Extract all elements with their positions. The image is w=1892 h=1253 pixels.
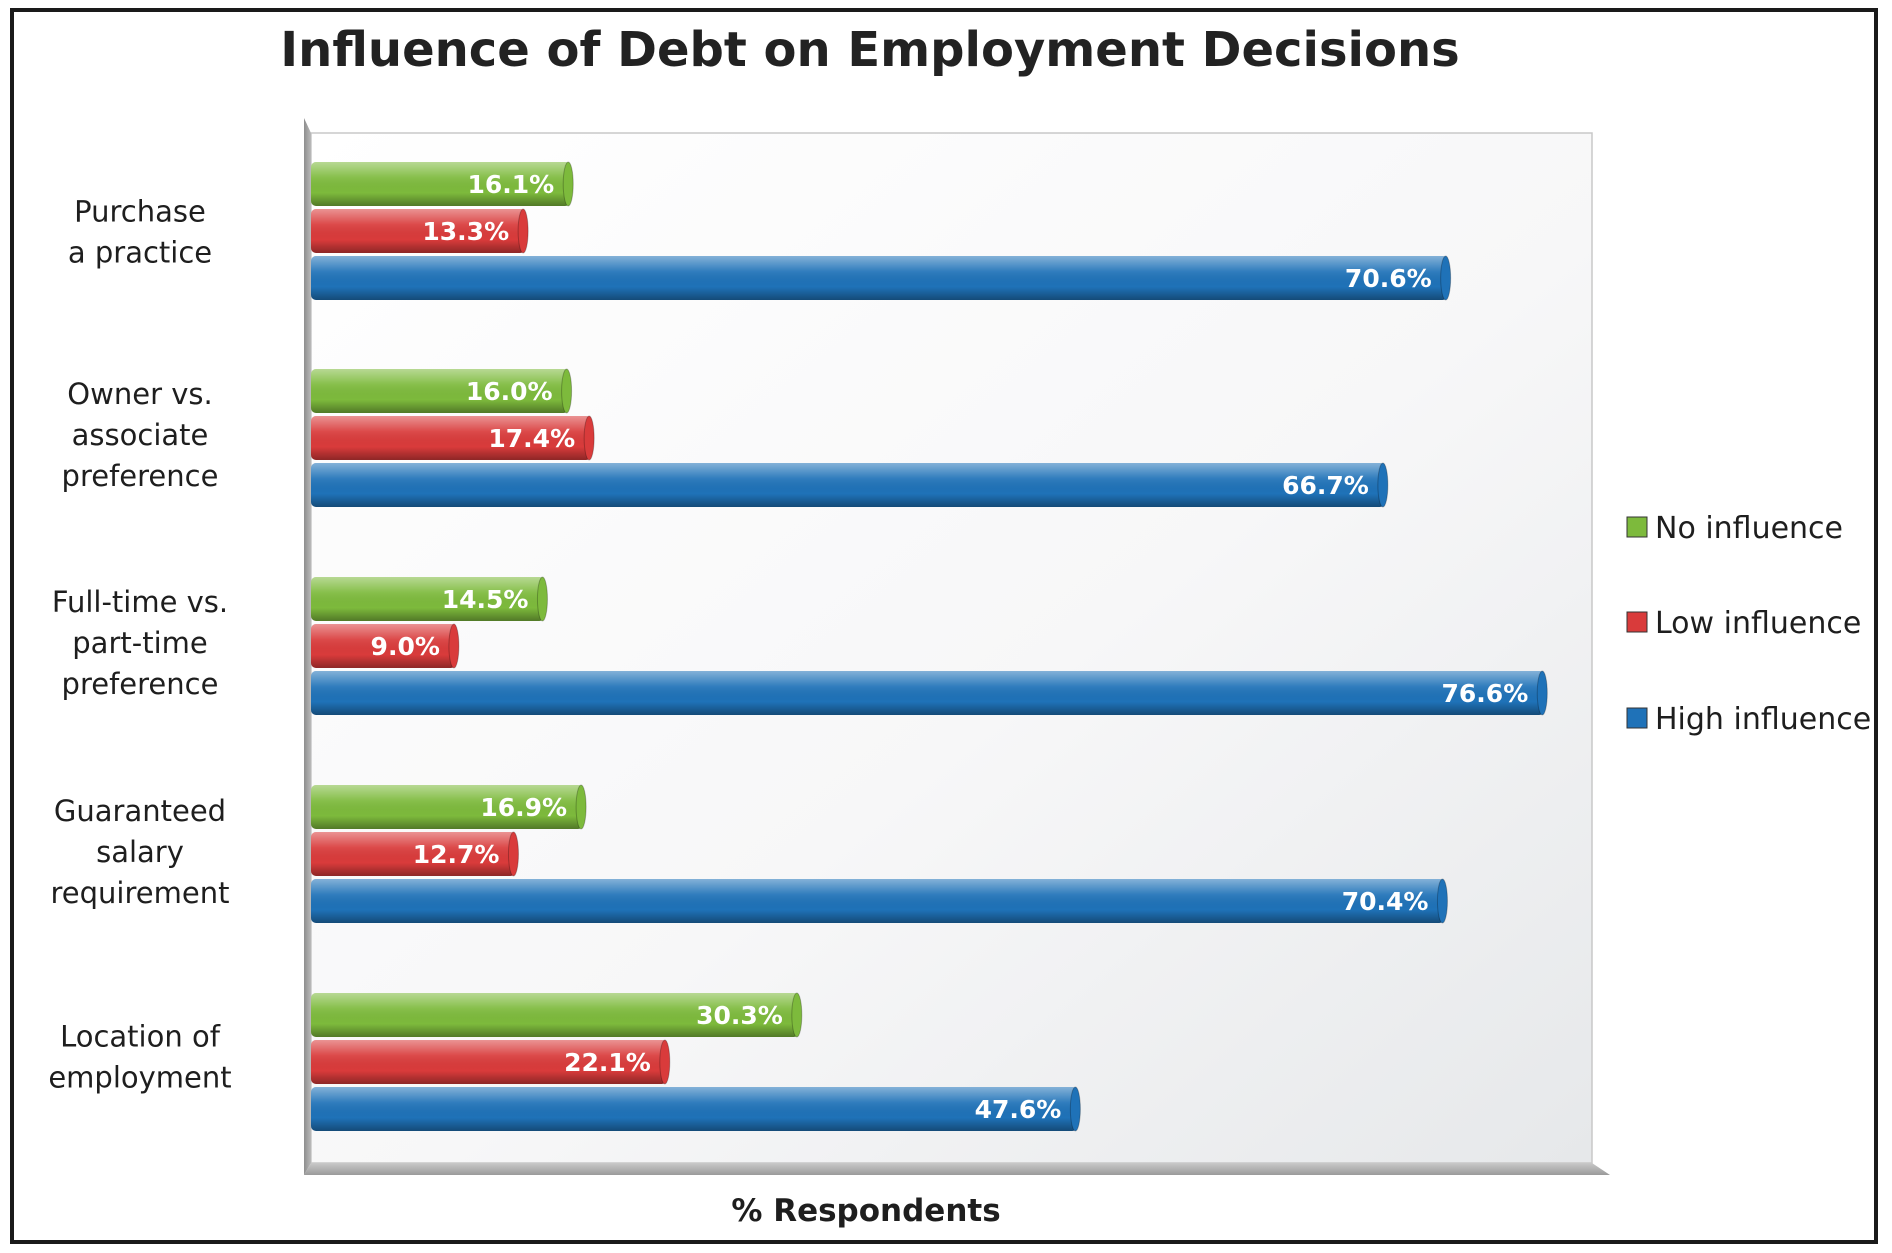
- legend-swatch: [1626, 611, 1648, 633]
- bar-group: 16.1%: [311, 161, 574, 207]
- category-label: preference: [62, 459, 219, 493]
- bar-shine: [311, 879, 1445, 923]
- legend-swatch: [1626, 707, 1648, 729]
- data-label: 70.6%: [1345, 264, 1432, 293]
- category-labels: Purchase a practice Owner vs. associate pref…: [48, 195, 231, 1095]
- x-axis-label: % Respondents: [731, 1193, 1000, 1229]
- bar-group: 13.3%: [311, 208, 529, 254]
- bar-group: 16.9%: [311, 784, 587, 830]
- legend: No influence Low influence High influence: [1626, 511, 1871, 737]
- bar-cap: [583, 415, 595, 461]
- data-label: 14.5%: [442, 585, 529, 614]
- bar-group: 22.1%: [311, 1039, 671, 1085]
- bar-cap: [1377, 462, 1389, 508]
- bar-group: 14.5%: [311, 576, 548, 622]
- bar-cap: [1436, 878, 1448, 924]
- data-label: 70.4%: [1342, 887, 1429, 916]
- bar-cap: [507, 831, 519, 877]
- bar-cap: [448, 623, 460, 669]
- bar-shine: [311, 577, 545, 621]
- data-label: 9.0%: [371, 632, 440, 661]
- bar-shine: [311, 1087, 1078, 1131]
- legend-item: Low influence: [1626, 606, 1861, 641]
- chart-title: Influence of Debt on Employment Decision…: [280, 22, 1460, 78]
- bar-shine: [311, 416, 592, 460]
- bar-cap: [536, 576, 548, 622]
- legend-swatch: [1626, 516, 1648, 538]
- category-label: Full-time vs.: [52, 585, 228, 619]
- bar-group: 30.3%: [311, 992, 803, 1038]
- bar-shine: [311, 832, 516, 876]
- category-label: Guaranteed: [54, 794, 226, 828]
- floor: [304, 1163, 1610, 1175]
- bar-cap: [1069, 1086, 1081, 1132]
- bar-cap: [561, 368, 573, 414]
- bar-cap: [575, 784, 587, 830]
- category-label: associate: [72, 418, 209, 452]
- bar-shine: [311, 1040, 667, 1084]
- category-label: preference: [62, 667, 219, 701]
- bar-cap: [659, 1039, 671, 1085]
- data-label: 22.1%: [564, 1048, 651, 1077]
- data-label: 16.1%: [467, 170, 554, 199]
- bar-cap: [1440, 255, 1452, 301]
- data-label: 12.7%: [413, 840, 500, 869]
- bar-cap: [791, 992, 803, 1038]
- bar-group: 17.4%: [311, 415, 595, 461]
- category-label: employment: [48, 1061, 231, 1095]
- bar-group: 76.6%: [311, 670, 1548, 716]
- bar-shine: [311, 671, 1545, 715]
- bar-shine: [311, 369, 569, 413]
- bar-shine: [311, 256, 1448, 300]
- side-wall: [304, 118, 311, 1175]
- bar-shine: [311, 209, 526, 253]
- data-label: 66.7%: [1282, 471, 1369, 500]
- legend-label: Low influence: [1655, 606, 1861, 641]
- bar-cap: [517, 208, 529, 254]
- bar-group: 66.7%: [311, 462, 1389, 508]
- bar-group: 16.0%: [311, 368, 573, 414]
- data-label: 76.6%: [1442, 679, 1529, 708]
- bar-cap: [1536, 670, 1548, 716]
- bar-group: 12.7%: [311, 831, 519, 877]
- legend-item: High influence: [1626, 702, 1871, 737]
- data-label: 47.6%: [975, 1095, 1062, 1124]
- bars: 16.1% 13.3% 70.6% 16.0% 17.4% 66.7% 14.5%9.0% 7…: [311, 161, 1548, 1132]
- category-label: Purchase: [74, 195, 206, 229]
- data-label: 30.3%: [696, 1001, 783, 1030]
- legend-label: High influence: [1655, 702, 1871, 737]
- bar-group: 9.0%: [311, 623, 460, 669]
- category-label: salary: [96, 835, 184, 869]
- bar-shine: [311, 463, 1385, 507]
- bar-group: 70.4%: [311, 878, 1448, 924]
- data-label: 17.4%: [488, 424, 575, 453]
- legend-item: No influence: [1626, 511, 1843, 546]
- bar-shine: [311, 162, 571, 206]
- legend-label: No influence: [1655, 511, 1843, 546]
- category-label: part-time: [72, 626, 207, 660]
- category-label: Location of: [60, 1020, 221, 1054]
- category-label: requirement: [51, 876, 230, 910]
- category-label: Owner vs.: [67, 377, 212, 411]
- data-label: 13.3%: [422, 217, 509, 246]
- bar-cap: [562, 161, 574, 207]
- bar-shine: [311, 993, 799, 1037]
- data-label: 16.0%: [466, 377, 553, 406]
- data-label: 16.9%: [480, 793, 567, 822]
- bar-shine: [311, 624, 456, 668]
- category-label: a practice: [68, 236, 212, 270]
- bar-group: 47.6%: [311, 1086, 1081, 1132]
- bar-shine: [311, 785, 584, 829]
- bar-group: 70.6%: [311, 255, 1452, 301]
